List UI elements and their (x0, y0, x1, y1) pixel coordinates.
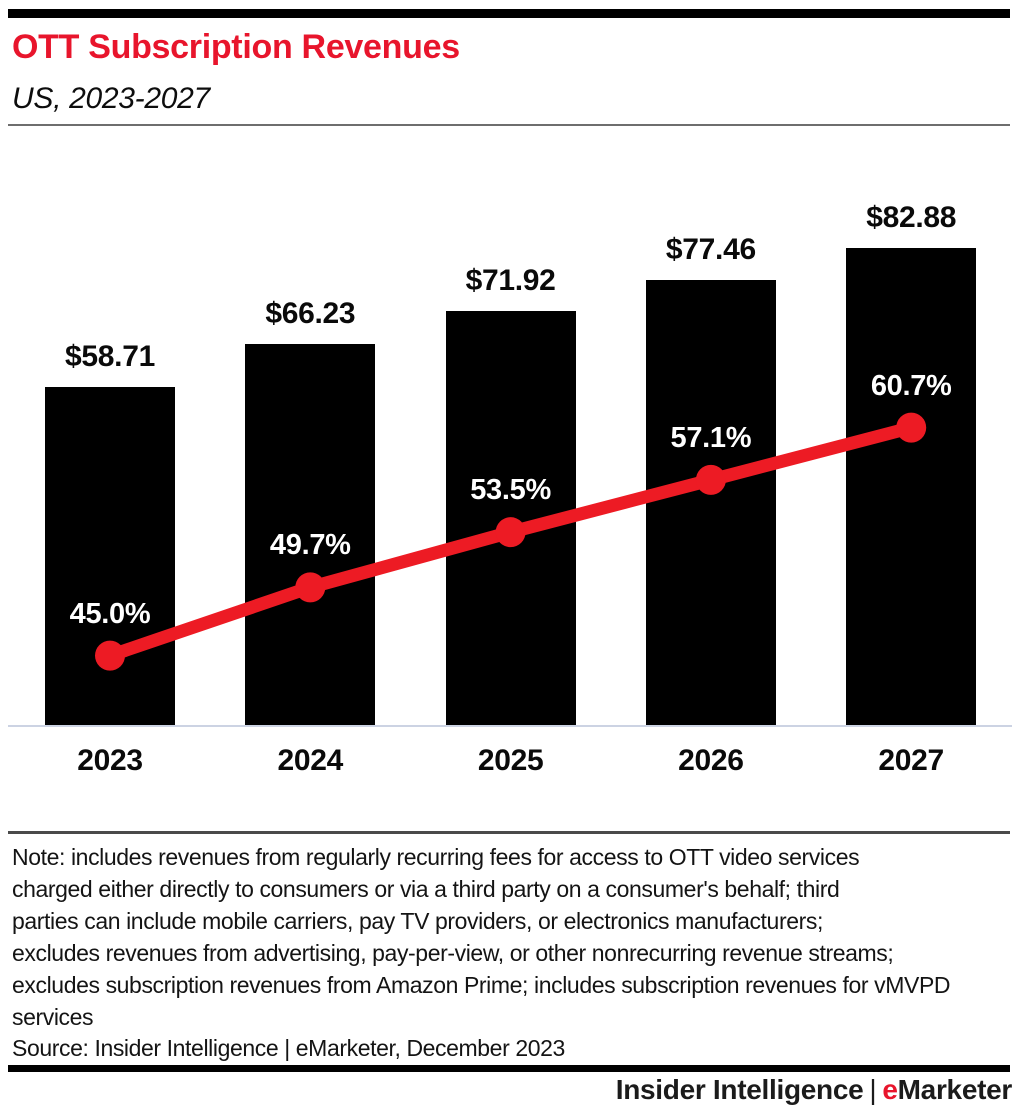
line-value-label-2026: 57.1% (670, 421, 752, 454)
top-divider-bar (8, 9, 1010, 18)
note-line: charged either directly to consumers or … (12, 876, 840, 902)
note-divider (8, 831, 1010, 834)
bar-value-label-2024: $66.23 (265, 297, 356, 331)
header-divider (8, 124, 1010, 126)
x-axis-label-2025: 2025 (477, 744, 544, 777)
chart-subtitle: US, 2023-2027 (12, 82, 210, 115)
bar-2026 (645, 279, 776, 725)
x-axis-label-2027: 2027 (878, 744, 944, 777)
bar-2025 (445, 311, 576, 725)
bar-2023 (45, 387, 175, 725)
line-value-label-2025: 53.5% (470, 474, 551, 507)
footer-brand-separator: | (869, 1074, 877, 1105)
note-line: excludes revenues from advertising, pay-… (12, 940, 894, 966)
chart-plot-area: $58.71 45.0% 2023 $66.23 49.7% 2024 $71.92 53.5… (45, 201, 977, 777)
footer-brand-insider: Insider Intelligence (615, 1074, 864, 1105)
x-axis-line (8, 725, 1012, 727)
footer-brand-e: e (882, 1074, 898, 1105)
bar-value-label-2027: $82.88 (866, 201, 957, 235)
source-text: Source: Insider Intelligence | eMarketer… (12, 1035, 565, 1061)
note-line: parties can include mobile carriers, pay… (12, 908, 823, 934)
footer-divider-bar (8, 1065, 1010, 1072)
bar-value-label-2025: $71.92 (465, 264, 556, 298)
footer-brand: Insider Intelligence | eMarketer (8, 1074, 1013, 1106)
x-axis-label-2026: 2026 (678, 744, 744, 777)
line-value-label-2023: 45.0% (69, 597, 151, 630)
note-line: excludes subscription revenues from Amaz… (12, 972, 951, 998)
note-text: Note: includes revenues from regularly r… (12, 841, 1012, 1033)
note-line: services (12, 1004, 94, 1030)
line-value-label-2027: 60.7% (870, 369, 952, 402)
x-axis-label-2023: 2023 (77, 744, 143, 777)
bar-value-label-2023: $58.71 (65, 340, 155, 374)
x-axis-label-2024: 2024 (277, 744, 344, 777)
chart-title: OTT Subscription Revenues (12, 28, 460, 66)
bar-value-label-2026: $77.46 (665, 232, 756, 266)
legend: billions % of video subscription revenue… (0, 790, 1020, 830)
footer-brand-marketer: Marketer (897, 1074, 1013, 1105)
note-line: Note: includes revenues from regularly r… (12, 844, 860, 870)
bar-2027 (846, 248, 977, 725)
line-value-label-2024: 49.7% (269, 529, 351, 562)
